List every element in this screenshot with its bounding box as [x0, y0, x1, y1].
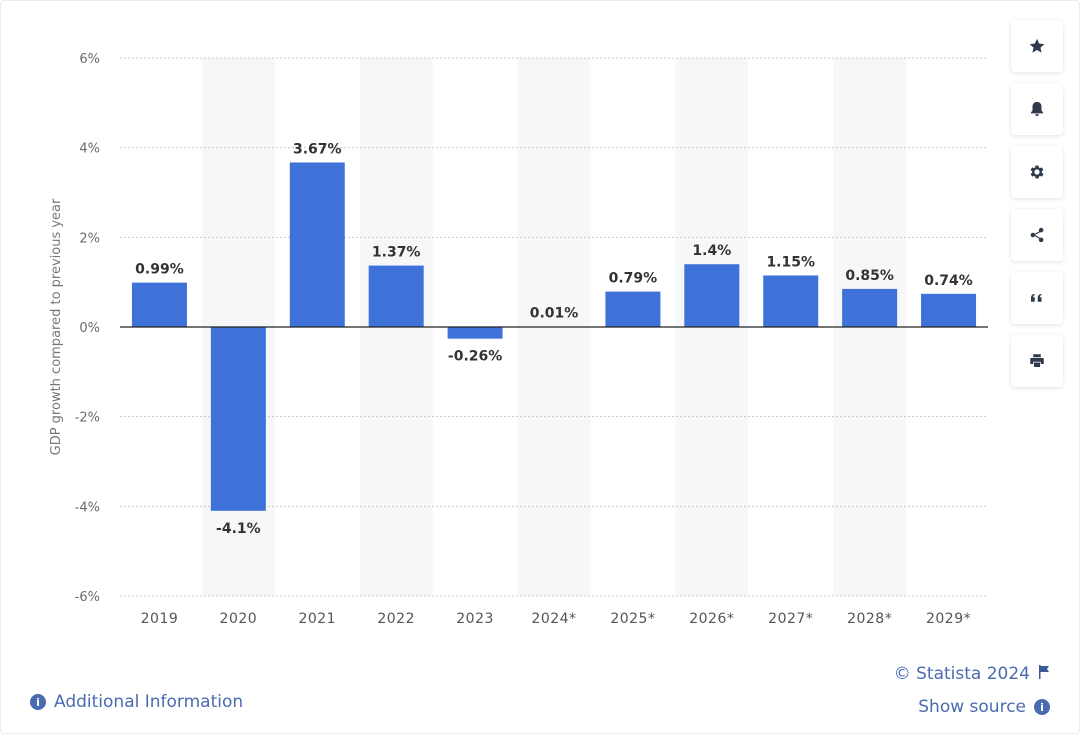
x-tick-label: 2021 — [298, 611, 336, 627]
additional-information-text: Additional Information — [54, 692, 244, 712]
statista-credit[interactable]: © Statista 2024 — [894, 662, 1050, 686]
y-tick-label: 4% — [79, 142, 100, 157]
share-icon — [1030, 227, 1044, 243]
data-label: 0.74% — [924, 273, 973, 289]
chart-footer: © Statista 2024 Show source i — [894, 662, 1050, 719]
show-source-text: Show source — [918, 697, 1026, 717]
cite-button[interactable] — [1011, 272, 1063, 324]
bar-chart: 6%4%2%0%-2%-4%-6% 2019 2020 2021 2022 2023 20… — [49, 52, 988, 627]
bar[interactable] — [921, 293, 977, 327]
bar[interactable] — [684, 264, 740, 327]
data-labels: 0.99% -4.1% 3.67% 1.37% -0.26% 0.01% 0.79% 1.4%… — [135, 141, 973, 536]
bar[interactable] — [131, 282, 187, 327]
info-icon: i — [1034, 699, 1050, 715]
bar[interactable] — [447, 327, 503, 339]
bar[interactable] — [605, 291, 661, 327]
data-label: 0.79% — [609, 271, 658, 287]
chart-toolbar — [1011, 20, 1063, 387]
share-button[interactable] — [1011, 209, 1063, 261]
favorite-button[interactable] — [1011, 20, 1063, 72]
star-icon — [1029, 38, 1045, 53]
y-tick-label: -6% — [75, 590, 100, 605]
bar[interactable] — [763, 275, 819, 327]
data-label: 0.85% — [845, 268, 894, 284]
x-tick-label: 2027* — [768, 611, 813, 627]
info-icon: i — [30, 694, 46, 710]
data-label: 1.15% — [766, 254, 815, 270]
x-tick-label: 2023 — [456, 611, 494, 627]
data-label: 0.01% — [530, 306, 579, 322]
bar[interactable] — [842, 288, 898, 327]
y-tick-label: -4% — [75, 500, 100, 515]
data-label: 1.37% — [372, 245, 421, 261]
print-icon — [1030, 354, 1044, 367]
grid-lines — [120, 57, 988, 597]
y-axis-ticks: 6% 4% 2% 0% -2% -4% -6% — [75, 52, 100, 605]
x-tick-label: 2026* — [689, 611, 734, 627]
data-label: 0.99% — [135, 262, 184, 278]
data-label: -4.1% — [216, 521, 261, 537]
y-tick-label: 0% — [79, 321, 100, 336]
gear-icon — [1030, 165, 1044, 179]
show-source-link[interactable]: Show source i — [894, 695, 1050, 719]
x-tick-label: 2020 — [220, 611, 258, 627]
data-label: 3.67% — [293, 141, 342, 157]
notification-button[interactable] — [1011, 83, 1063, 135]
quote-icon — [1031, 293, 1042, 302]
y-axis-label: GDP growth compared to previous year — [49, 198, 64, 455]
y-tick-label: 6% — [79, 52, 100, 67]
y-tick-label: 2% — [79, 231, 100, 246]
y-tick-label: -2% — [75, 411, 100, 426]
x-tick-label: 2029* — [926, 611, 971, 627]
flag-icon — [1038, 664, 1050, 684]
bar[interactable] — [368, 265, 424, 327]
data-label: 1.4% — [692, 243, 731, 259]
x-tick-label: 2028* — [847, 611, 892, 627]
x-tick-label: 2019 — [141, 611, 179, 627]
copyright-text: © Statista 2024 — [893, 664, 1030, 684]
x-tick-label: 2022 — [377, 611, 415, 627]
bell-icon — [1031, 101, 1043, 117]
bar[interactable] — [289, 162, 345, 327]
settings-button[interactable] — [1011, 146, 1063, 198]
data-label: -0.26% — [448, 349, 502, 365]
x-tick-label: 2024* — [531, 611, 576, 627]
x-tick-label: 2025* — [610, 611, 655, 627]
x-axis-ticks: 2019 2020 2021 2022 2023 2024* 2025* 2026* 2027*… — [141, 611, 971, 627]
additional-information-link[interactable]: i Additional Information — [30, 692, 243, 712]
print-button[interactable] — [1011, 335, 1063, 387]
bars — [131, 162, 977, 511]
bar[interactable] — [210, 327, 266, 511]
